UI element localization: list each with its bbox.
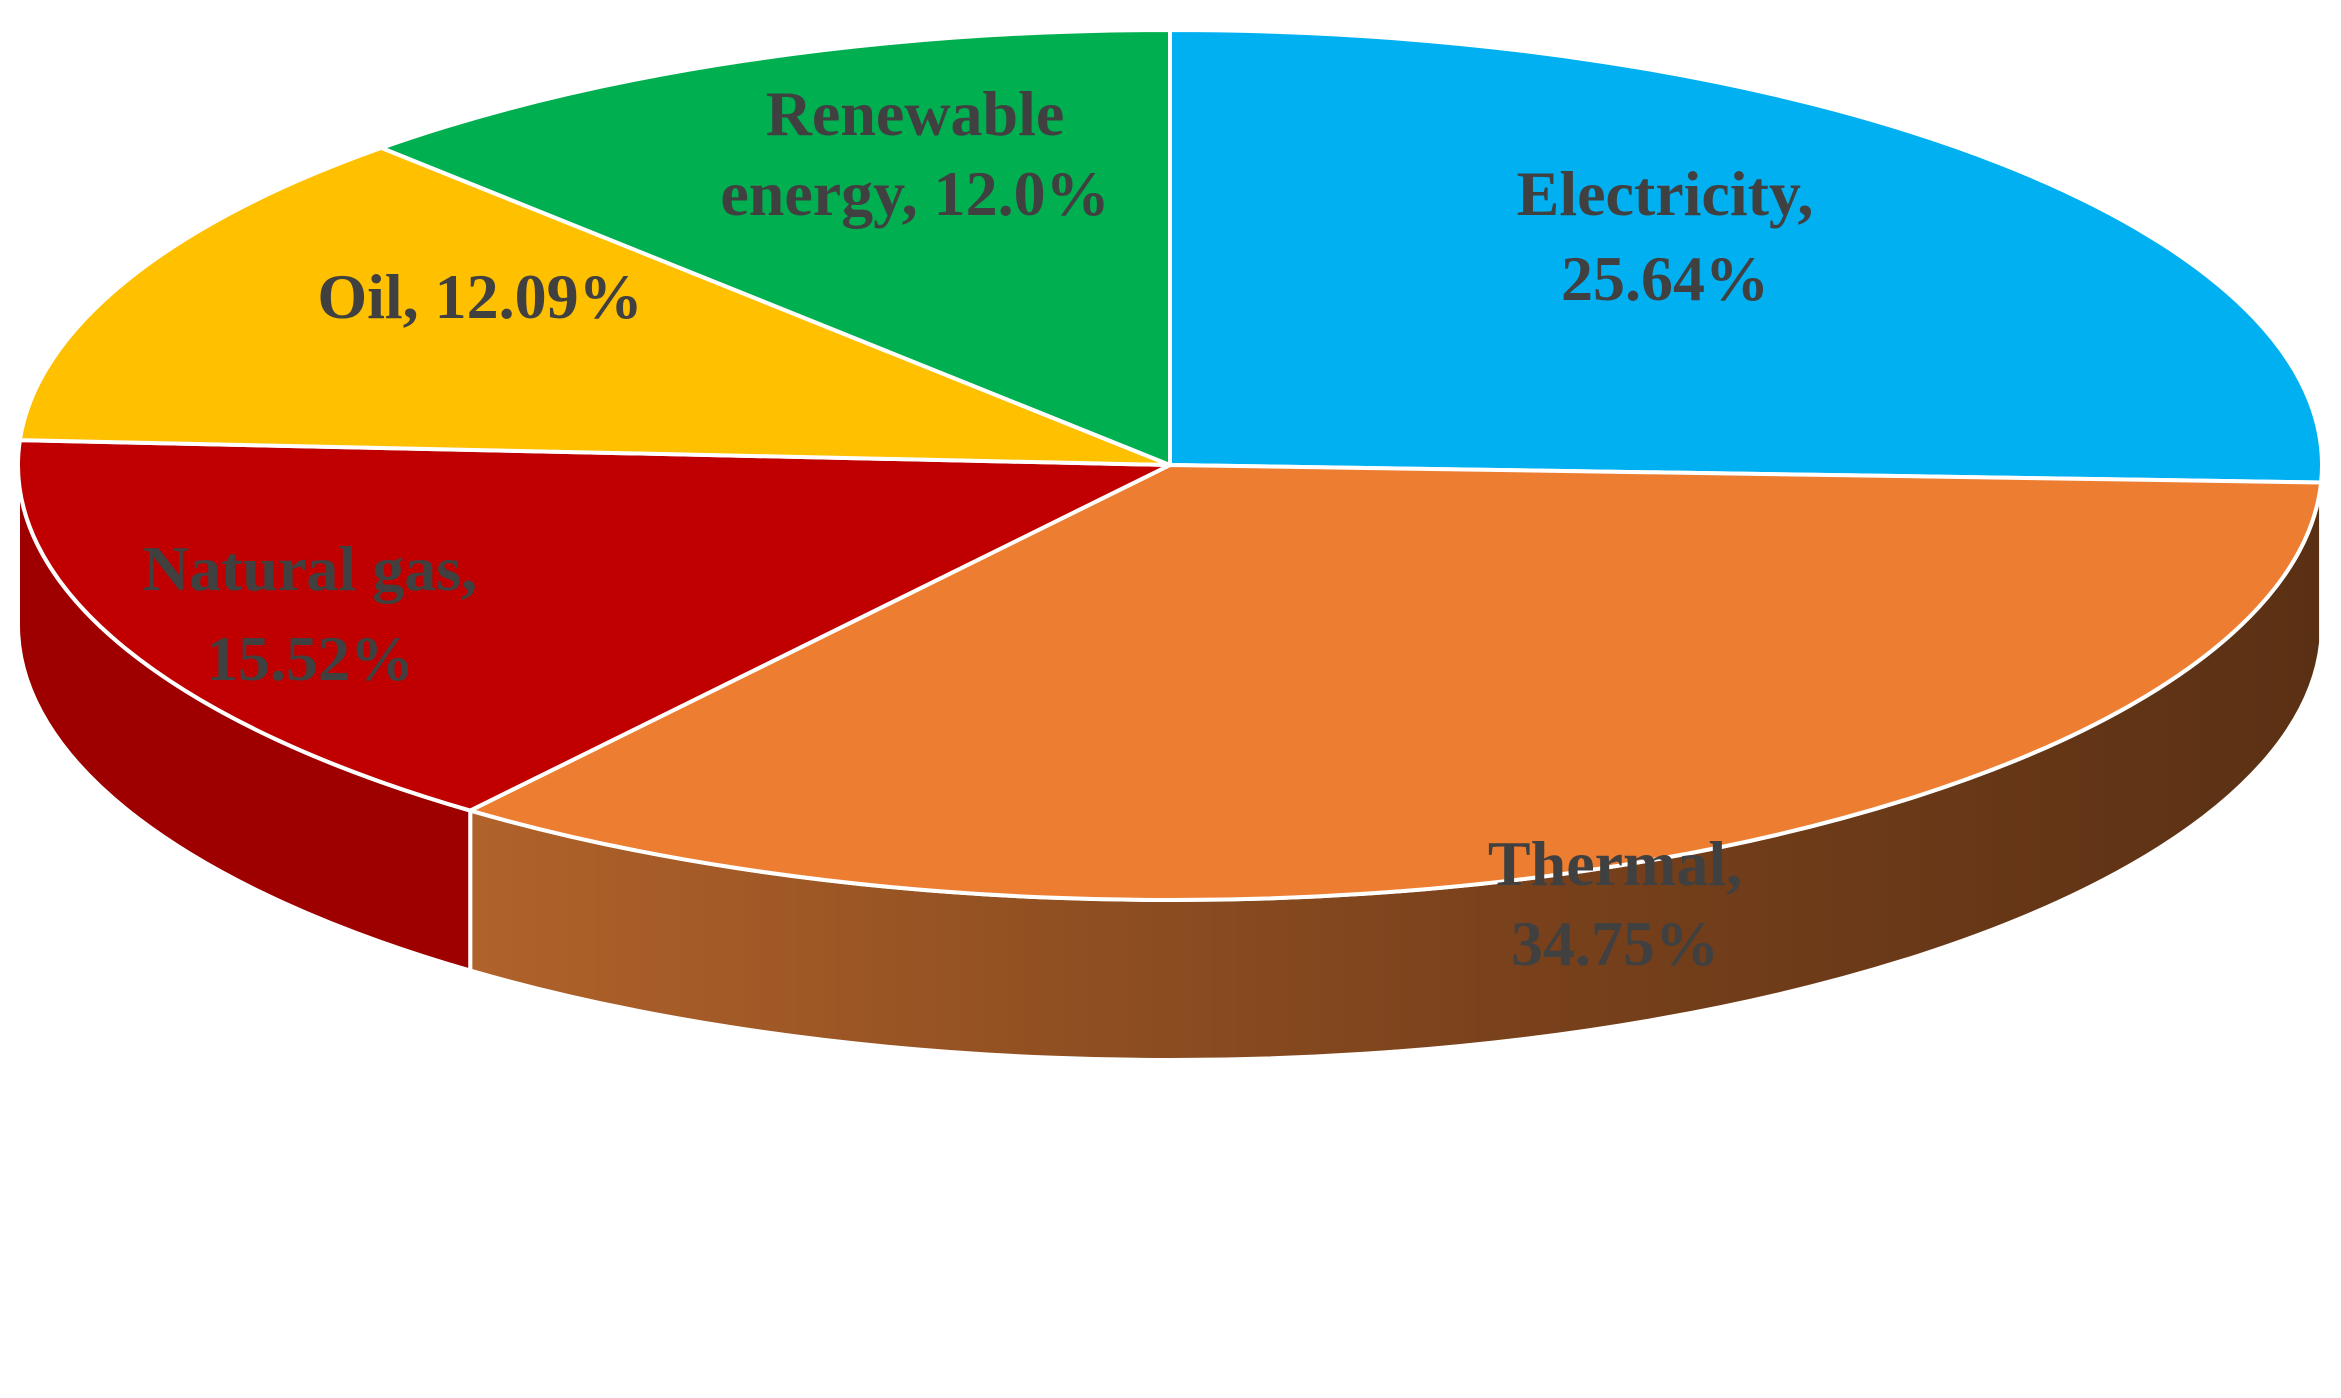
pie-label-natural-gas-line2: 15.52% xyxy=(206,623,414,694)
pie-label-natural-gas-line1: Natural gas, xyxy=(143,533,477,604)
pie-slice-renewable-energy xyxy=(379,28,1172,467)
pie-label-electricity-line2: 25.64% xyxy=(1561,243,1769,314)
pie-label-renewable-energy-line1: Renewable xyxy=(766,78,1065,149)
pie-label-thermal-line1: Thermal, xyxy=(1488,828,1742,899)
pie-slice-thermal xyxy=(468,463,2324,902)
pie-label-electricity-line1: Electricity, xyxy=(1517,158,1814,229)
pie-slice-oil xyxy=(17,145,1172,467)
pie-label-layer: Electricity, 25.64% Thermal, 34.75% Natural … xyxy=(143,78,1813,979)
pie-label-renewable-energy-line2: energy, 12.0% xyxy=(720,158,1109,229)
pie-label-oil-line1: Oil, 12.09% xyxy=(317,261,642,332)
pie-top-layer xyxy=(16,28,2324,902)
pie-label-thermal-line2: 34.75% xyxy=(1511,908,1719,979)
pie-slice-electricity xyxy=(1168,28,2324,485)
pie-slice-natural-gas xyxy=(16,438,1172,813)
